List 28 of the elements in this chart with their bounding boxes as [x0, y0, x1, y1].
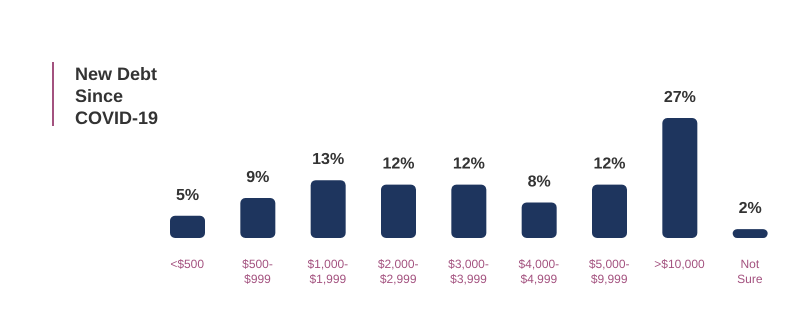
data-label: 2%	[738, 200, 762, 218]
bar	[662, 118, 698, 238]
data-label: 5%	[176, 186, 200, 204]
data-label: 12%	[593, 156, 626, 173]
data-label: 9%	[246, 169, 270, 186]
bar	[310, 180, 346, 238]
bar	[451, 184, 486, 238]
data-label: 8%	[528, 173, 551, 190]
bar	[732, 229, 768, 238]
bar	[522, 202, 557, 238]
x-tick-label: $1,000-$1,999	[307, 257, 348, 286]
chart-title: New Debt Since COVID-19	[75, 63, 160, 129]
x-tick-label: $500-$999	[242, 257, 273, 286]
x-tick-label: $5,000-$9,999	[588, 257, 630, 286]
bar	[381, 184, 416, 238]
x-tick-label: $2,000-$2,999	[378, 257, 419, 286]
data-label: 27%	[664, 89, 696, 106]
x-tick-label: >$10,000	[654, 257, 706, 271]
bar	[592, 184, 627, 238]
x-tick-label: $3,000-$3,999	[448, 257, 489, 286]
bar	[240, 198, 276, 238]
data-label: 12%	[382, 156, 415, 173]
data-label: 12%	[452, 156, 485, 173]
x-tick-label: $4,000-$4,999	[518, 257, 560, 286]
x-tick-label: <$500	[170, 257, 204, 271]
data-label: 13%	[312, 151, 344, 168]
bar	[170, 216, 205, 238]
x-tick-label: Not Sure	[737, 257, 763, 286]
